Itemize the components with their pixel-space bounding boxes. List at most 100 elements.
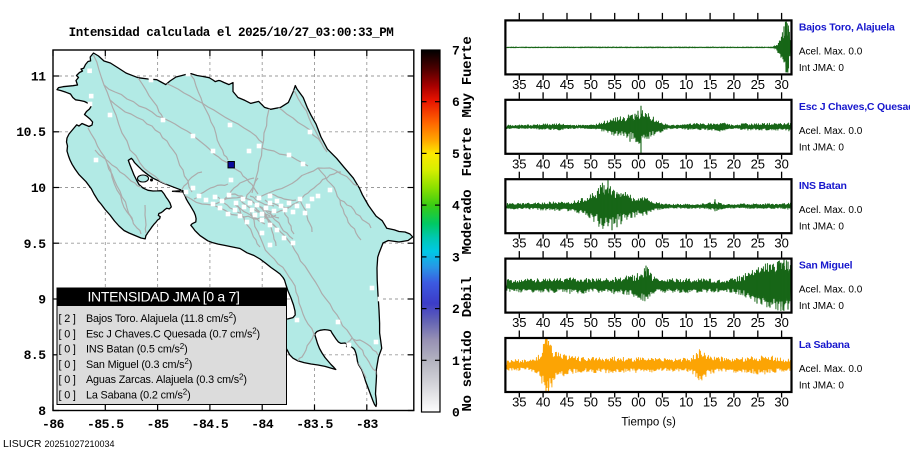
svg-text:50: 50 <box>584 156 598 171</box>
svg-text:Int JMA: 0: Int JMA: 0 <box>799 142 844 153</box>
svg-text:30: 30 <box>774 77 788 92</box>
svg-text:20: 20 <box>727 315 741 330</box>
svg-text:Tiempo (s): Tiempo (s) <box>621 416 676 428</box>
svg-text:Moderado: Moderado <box>460 190 476 255</box>
svg-text:10.5: 10.5 <box>16 125 46 140</box>
svg-text:05: 05 <box>655 315 669 330</box>
svg-text:Int JMA: 0: Int JMA: 0 <box>799 381 844 392</box>
svg-text:La Sabana: La Sabana <box>799 339 850 351</box>
svg-text:-83: -83 <box>356 417 379 432</box>
svg-text:-84: -84 <box>251 417 274 432</box>
svg-text:00: 00 <box>631 156 645 171</box>
svg-text:25: 25 <box>751 156 765 171</box>
svg-text:30: 30 <box>774 395 788 410</box>
svg-text:La Sabana (0.2 cm/s2): La Sabana (0.2 cm/s2) <box>86 388 191 402</box>
svg-text:9.5: 9.5 <box>24 237 47 252</box>
svg-text:35: 35 <box>512 315 526 330</box>
svg-text:15: 15 <box>703 315 717 330</box>
svg-text:-86: -86 <box>42 417 65 432</box>
svg-text:45: 45 <box>560 395 574 410</box>
svg-text:8: 8 <box>38 404 46 419</box>
svg-text:-83.5: -83.5 <box>296 417 333 432</box>
svg-text:45: 45 <box>560 77 574 92</box>
svg-text:20: 20 <box>727 395 741 410</box>
svg-text:00: 00 <box>631 236 645 251</box>
svg-text:Esc J Chaves,C Quesada: Esc J Chaves,C Quesada <box>799 101 910 113</box>
svg-text:10: 10 <box>31 181 46 196</box>
svg-text:30: 30 <box>774 156 788 171</box>
svg-text:15: 15 <box>703 156 717 171</box>
svg-text:San Miguel: San Miguel <box>799 260 853 272</box>
svg-text:20: 20 <box>727 236 741 251</box>
svg-text:05: 05 <box>655 156 669 171</box>
svg-text:Intensidad calculada el 2025/1: Intensidad calculada el 2025/10/27_03:00… <box>69 26 394 40</box>
svg-text:05: 05 <box>655 236 669 251</box>
svg-text:Fuerte: Fuerte <box>460 128 476 177</box>
svg-text:10: 10 <box>679 315 693 330</box>
svg-text:05: 05 <box>655 395 669 410</box>
svg-text:7: 7 <box>452 44 459 59</box>
svg-text:No sentido: No sentido <box>460 330 476 411</box>
svg-text:40: 40 <box>536 77 550 92</box>
svg-text:[ 2 ]: [ 2 ] <box>59 313 76 325</box>
svg-text:Esc J Chaves.C Quesada (0.7 cm: Esc J Chaves.C Quesada (0.7 cm/s2) <box>86 327 260 341</box>
svg-text:11: 11 <box>31 70 46 85</box>
svg-text:50: 50 <box>584 315 598 330</box>
svg-text:55: 55 <box>607 156 621 171</box>
svg-text:30: 30 <box>774 315 788 330</box>
svg-text:[ 0 ]: [ 0 ] <box>59 328 76 340</box>
svg-text:1: 1 <box>452 354 460 369</box>
svg-text:15: 15 <box>703 77 717 92</box>
svg-text:Int JMA: 0: Int JMA: 0 <box>799 63 844 74</box>
svg-text:50: 50 <box>584 395 598 410</box>
svg-text:INS Batan: INS Batan <box>799 180 847 192</box>
svg-text:15: 15 <box>703 395 717 410</box>
svg-text:[ 0 ]: [ 0 ] <box>59 359 76 371</box>
svg-text:55: 55 <box>607 236 621 251</box>
svg-text:45: 45 <box>560 156 574 171</box>
svg-text:Bajos Toro, Alajuela: Bajos Toro, Alajuela <box>799 21 895 33</box>
svg-text:00: 00 <box>631 395 645 410</box>
svg-text:30: 30 <box>774 236 788 251</box>
svg-text:20: 20 <box>727 156 741 171</box>
svg-text:00: 00 <box>631 315 645 330</box>
svg-text:50: 50 <box>584 77 598 92</box>
svg-text:INTENSIDAD JMA [0 a 7]: INTENSIDAD JMA [0 a 7] <box>87 289 239 305</box>
svg-text:45: 45 <box>560 315 574 330</box>
svg-text:55: 55 <box>607 315 621 330</box>
svg-text:5: 5 <box>452 147 460 162</box>
svg-text:35: 35 <box>512 236 526 251</box>
svg-text:25: 25 <box>751 236 765 251</box>
svg-text:Muy Fuerte: Muy Fuerte <box>460 36 476 117</box>
svg-text:Aguas Zarcas. Alajuela (0.3 cm: Aguas Zarcas. Alajuela (0.3 cm/s2) <box>86 372 247 386</box>
svg-text:35: 35 <box>512 395 526 410</box>
svg-text:40: 40 <box>536 315 550 330</box>
svg-text:4: 4 <box>452 199 460 214</box>
svg-text:6: 6 <box>452 95 460 110</box>
svg-text:40: 40 <box>536 395 550 410</box>
svg-text:LISUCR 20251027210034: LISUCR 20251027210034 <box>3 438 115 450</box>
svg-text:Acel. Max. 0.0: Acel. Max. 0.0 <box>799 46 863 57</box>
svg-text:2: 2 <box>452 302 460 317</box>
svg-text:Int JMA: 0: Int JMA: 0 <box>799 301 844 312</box>
svg-text:Bajos Toro. Alajuela (11.8 cm/: Bajos Toro. Alajuela (11.8 cm/s2) <box>86 311 236 325</box>
svg-text:10: 10 <box>679 156 693 171</box>
svg-text:Acel. Max. 0.0: Acel. Max. 0.0 <box>799 285 863 296</box>
svg-text:05: 05 <box>655 77 669 92</box>
svg-text:40: 40 <box>536 156 550 171</box>
svg-text:[ 0 ]: [ 0 ] <box>59 374 76 386</box>
svg-text:10: 10 <box>679 236 693 251</box>
svg-text:35: 35 <box>512 156 526 171</box>
svg-text:25: 25 <box>751 315 765 330</box>
svg-text:8.5: 8.5 <box>24 348 47 363</box>
svg-text:[ 0 ]: [ 0 ] <box>59 344 76 356</box>
svg-text:20: 20 <box>727 77 741 92</box>
svg-text:INS Batan (0.5 cm/s2): INS Batan (0.5 cm/s2) <box>86 342 188 356</box>
svg-text:Acel. Max. 0.0: Acel. Max. 0.0 <box>799 364 863 375</box>
svg-text:45: 45 <box>560 236 574 251</box>
svg-text:25: 25 <box>751 77 765 92</box>
svg-text:10: 10 <box>679 77 693 92</box>
svg-text:40: 40 <box>536 236 550 251</box>
svg-text:Acel. Max. 0.0: Acel. Max. 0.0 <box>799 126 863 137</box>
svg-text:00: 00 <box>631 77 645 92</box>
